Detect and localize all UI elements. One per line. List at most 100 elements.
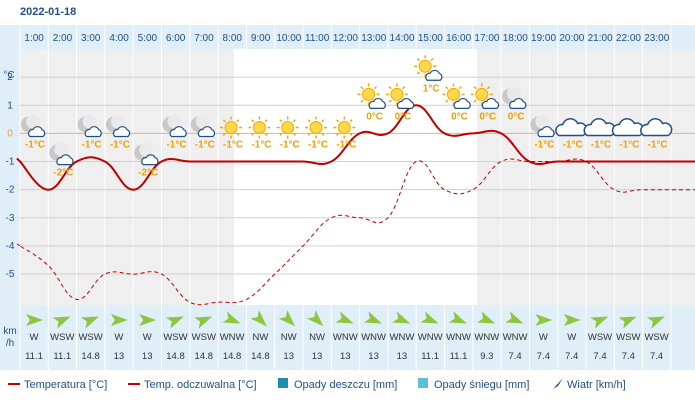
y-tick-label: 1 — [7, 100, 13, 111]
wind-arrow-shape — [139, 314, 157, 326]
cloud-shape — [112, 126, 131, 138]
wind-direction-label: W — [567, 332, 576, 343]
sun-ray — [373, 86, 377, 90]
sun-ray — [292, 119, 297, 123]
wind-arrow — [222, 311, 241, 324]
wind-speed-label: 13 — [368, 351, 379, 362]
wind-speed-label: 7.4 — [537, 351, 550, 362]
wind-direction-label: WNW — [503, 332, 528, 343]
sun-disc — [337, 121, 351, 135]
sun-ray — [222, 132, 226, 136]
temperature-line — [16, 104, 695, 191]
hour-label: 20:00 — [559, 33, 584, 44]
wind-arrow-shape — [278, 310, 296, 327]
date-label: 2022-01-18 — [20, 6, 77, 18]
wind-arrow-shape — [646, 316, 665, 329]
wind-arrow — [618, 316, 637, 329]
legend-arrow-swatch — [553, 378, 563, 389]
wind-arrow-shape — [505, 311, 524, 324]
sun-ray — [279, 119, 283, 123]
wind-direction-label: WSW — [588, 332, 612, 343]
legend-label: Wiatr [km/h] — [567, 379, 626, 391]
moon-cut — [82, 114, 97, 129]
temp-data-label: -1°C — [336, 140, 356, 151]
moon-cut — [167, 114, 182, 129]
temp-data-label: -1°C — [166, 140, 186, 151]
wind-direction-label: WSW — [616, 332, 640, 343]
legend-label: Opady deszczu [mm] — [294, 379, 397, 391]
sun-disc — [252, 121, 266, 135]
wind-speed-label: 14.8 — [166, 351, 185, 362]
sun-disc — [475, 87, 489, 101]
wind-arrow-shape — [363, 311, 382, 324]
wind-speed-label: 14.8 — [195, 351, 214, 362]
wind-arrow-shape — [448, 311, 467, 324]
wind-arrow-shape — [392, 311, 411, 324]
cloud-shape — [197, 126, 216, 138]
moon-cloud-icon — [77, 114, 102, 138]
wind-arrow-shape — [590, 316, 609, 329]
hour-label: 3:00 — [81, 33, 101, 44]
wind-arrow-shape — [52, 316, 71, 329]
y-tick-label: 0 — [7, 128, 13, 139]
wind-direction-label: WNW — [333, 332, 358, 343]
wind-speed-label: 14.8 — [223, 351, 242, 362]
wind-arrow-shape — [618, 316, 637, 329]
temp-data-label: 1°C — [423, 83, 440, 94]
moon-cloud-icon — [134, 142, 159, 166]
temp-data-label: 0°C — [366, 111, 383, 122]
hour-label: 2:00 — [53, 33, 73, 44]
hour-label: 10:00 — [276, 33, 301, 44]
sun-ray — [486, 86, 491, 90]
sun-ray — [292, 132, 297, 136]
temp-data-label: -1°C — [534, 140, 554, 151]
wind-direction-label: W — [539, 332, 548, 343]
hour-label: 15:00 — [418, 33, 443, 44]
sun-ray — [321, 119, 325, 123]
moon-cloud-icon — [21, 114, 46, 138]
moon-cut — [26, 114, 40, 129]
cloud-shape — [537, 126, 555, 138]
hour-label: 23:00 — [644, 33, 669, 44]
wind-direction-label: NW — [281, 332, 297, 343]
legend-label: Opady śniegu [mm] — [434, 379, 529, 391]
wind-band — [20, 305, 695, 370]
hour-label: 9:00 — [251, 33, 271, 44]
cloud-shape — [141, 154, 159, 166]
sun-ray — [236, 132, 240, 136]
sun-ray — [360, 86, 364, 90]
wind-arrow — [165, 316, 184, 329]
cloud-shape — [169, 126, 187, 138]
moon-cut — [139, 142, 154, 157]
temp-data-label: -1°C — [563, 140, 583, 151]
wind-direction-label: W — [143, 332, 152, 343]
hour-label: 22:00 — [616, 33, 641, 44]
wind-arrow — [52, 316, 71, 329]
cloud-shape — [425, 69, 443, 81]
cloud-shape — [28, 126, 46, 138]
temp-data-label: -1°C — [280, 140, 300, 151]
hour-label: 14:00 — [390, 33, 415, 44]
wind-arrow-shape — [194, 316, 213, 329]
y-tick-label: -3 — [6, 213, 15, 224]
wind-arrow-shape — [420, 311, 439, 324]
sun-ray — [349, 132, 353, 136]
sun-ray — [251, 119, 255, 123]
wind-arrow-shape — [165, 316, 184, 329]
sun-icon — [220, 116, 243, 139]
temp-data-label: -2°C — [138, 168, 158, 179]
wind-direction-label: WSW — [192, 332, 216, 343]
y-tick-label: -2 — [6, 185, 15, 196]
hour-label: 17:00 — [474, 33, 499, 44]
sun-ray — [388, 99, 392, 103]
sun-cloud-icon — [385, 83, 415, 109]
wind-arrow — [392, 311, 411, 324]
moon-cut — [54, 142, 69, 157]
sun-disc — [418, 59, 432, 73]
legend-box-swatch — [278, 378, 288, 388]
wind-direction-label: WNW — [220, 332, 245, 343]
wind-speed-label: 13 — [142, 351, 153, 362]
sun-disc — [362, 87, 376, 101]
sun-ray — [279, 132, 283, 136]
